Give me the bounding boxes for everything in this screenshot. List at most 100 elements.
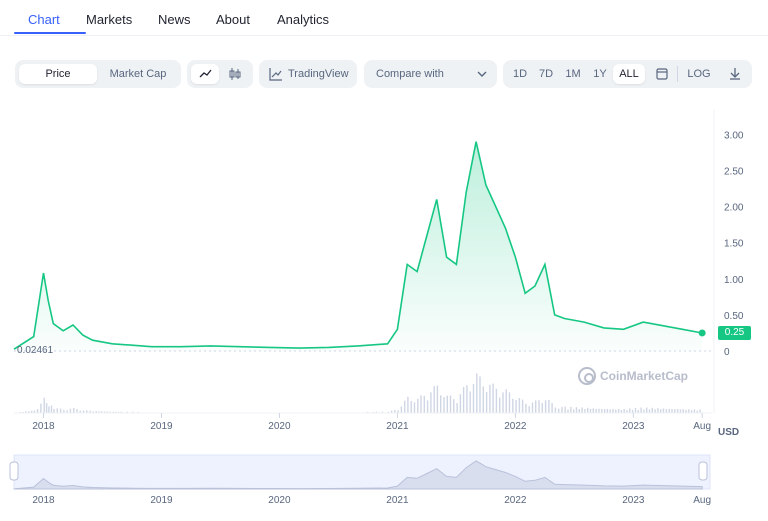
navigator-tick-label: 2022	[504, 495, 527, 506]
y-tick-label: 0.50	[724, 311, 744, 322]
current-price-badge: 0.25	[718, 326, 751, 340]
range-7d-button[interactable]: 7D	[538, 68, 554, 80]
chart-toolbar: Price Market Cap TradingView Compare wit…	[0, 60, 768, 90]
volume-bar	[612, 408, 614, 413]
log-scale-button[interactable]: LOG	[687, 68, 711, 80]
x-tick-label: 2020	[268, 421, 291, 432]
volume-bar	[453, 399, 455, 413]
navigator-left-handle[interactable]	[9, 461, 19, 481]
volume-bar	[440, 395, 442, 413]
tab-news[interactable]: News	[158, 12, 191, 27]
volume-bar	[567, 409, 569, 413]
volume-bar	[25, 411, 27, 413]
volume-bar	[601, 409, 603, 413]
compare-with-select[interactable]: Compare with	[364, 60, 497, 88]
watermark-text: CoinMarketCap	[600, 369, 689, 383]
tradingview-button[interactable]: TradingView	[259, 60, 357, 88]
volume-bar	[476, 373, 478, 413]
volume-bar	[554, 407, 557, 413]
volume-bar	[693, 409, 696, 413]
volume-bar	[671, 409, 673, 413]
navigator-right-handle[interactable]	[698, 461, 708, 481]
volume-bar	[609, 409, 611, 413]
range-1m-button[interactable]: 1M	[565, 68, 581, 80]
volume-bar	[426, 400, 429, 413]
volume-bar	[551, 403, 553, 413]
navigator-axis: 2018 2019 2020 2021 2022 2023 Aug	[32, 495, 711, 506]
volume-bar	[98, 411, 100, 413]
volume-bar	[699, 409, 701, 413]
volume-bar	[466, 385, 468, 413]
volume-bar	[558, 408, 560, 413]
volume-bar	[449, 395, 452, 413]
volume-bar	[436, 385, 439, 413]
volume-bar	[28, 411, 30, 413]
tab-chart[interactable]: Chart	[28, 12, 60, 27]
volume-bar	[535, 400, 537, 413]
download-icon[interactable]	[723, 64, 747, 84]
volume-bars	[19, 373, 701, 413]
x-axis: 2018 2019 2020 2021 2022 2023 Aug	[32, 413, 711, 432]
navigator-tick-label: 2019	[150, 495, 173, 506]
volume-bar	[56, 408, 58, 413]
volume-bar	[592, 408, 594, 413]
volume-bar	[615, 409, 617, 413]
market-cap-toggle-button[interactable]: Market Cap	[109, 68, 167, 80]
range-navigator[interactable]	[13, 454, 711, 490]
candlestick-icon[interactable]	[221, 64, 249, 84]
volume-bar	[79, 410, 81, 413]
tab-analytics[interactable]: Analytics	[277, 12, 330, 27]
volume-bar	[531, 402, 534, 413]
calendar-icon[interactable]	[650, 64, 674, 84]
y-tick-label: 0	[724, 347, 730, 358]
volume-bar	[634, 408, 637, 413]
volume-bar	[76, 409, 78, 413]
volume-bar	[643, 409, 645, 413]
volume-bar	[106, 411, 109, 413]
volume-bar	[662, 408, 665, 413]
volume-bar	[394, 410, 396, 413]
volume-bar	[482, 386, 484, 413]
range-all-button[interactable]: ALL	[613, 64, 645, 84]
volume-bar	[564, 406, 566, 413]
navigator-tick-label: 2020	[268, 495, 291, 506]
volume-bar	[390, 410, 393, 413]
price-chart[interactable]: 00.501.001.502.002.503.00 2018 2019 2020 20…	[0, 100, 768, 521]
volume-bar	[430, 392, 432, 413]
range-1y-button[interactable]: 1Y	[593, 68, 607, 80]
range-selector: 1D 7D 1M 1Y ALL LOG	[503, 60, 752, 88]
volume-bar	[443, 397, 445, 413]
volume-bar	[462, 386, 465, 413]
volume-bar	[413, 402, 416, 413]
volume-bar	[541, 403, 543, 413]
volume-bar	[665, 409, 668, 413]
volume-bar	[400, 406, 403, 413]
tradingview-label: TradingView	[288, 68, 349, 80]
volume-bar	[598, 408, 600, 413]
volume-bar	[685, 409, 687, 413]
tab-markets[interactable]: Markets	[86, 12, 133, 27]
y-tick-label: 3.00	[724, 130, 744, 141]
volume-bar	[617, 408, 620, 413]
chart-type-toggle: Price Market Cap	[15, 60, 181, 88]
volume-bar	[682, 409, 684, 413]
line-chart-icon[interactable]	[191, 64, 219, 84]
volume-bar	[82, 410, 85, 413]
volume-bar	[637, 410, 639, 413]
volume-bar	[375, 411, 378, 413]
volume-bar	[109, 411, 111, 413]
volume-bar	[589, 408, 592, 413]
volume-bar	[570, 406, 572, 413]
volume-bar	[499, 397, 501, 413]
navigator-tick-label: 2018	[32, 495, 55, 506]
volume-bar	[89, 410, 91, 413]
range-1d-button[interactable]: 1D	[512, 68, 528, 80]
tab-about[interactable]: About	[216, 12, 250, 27]
volume-bar	[654, 409, 656, 413]
volume-bar	[518, 398, 521, 413]
volume-bar	[505, 389, 507, 413]
volume-bar	[381, 411, 384, 413]
volume-bar	[63, 409, 65, 413]
navigator-tick-label: 2023	[622, 495, 645, 506]
price-toggle-button[interactable]: Price	[19, 64, 97, 84]
